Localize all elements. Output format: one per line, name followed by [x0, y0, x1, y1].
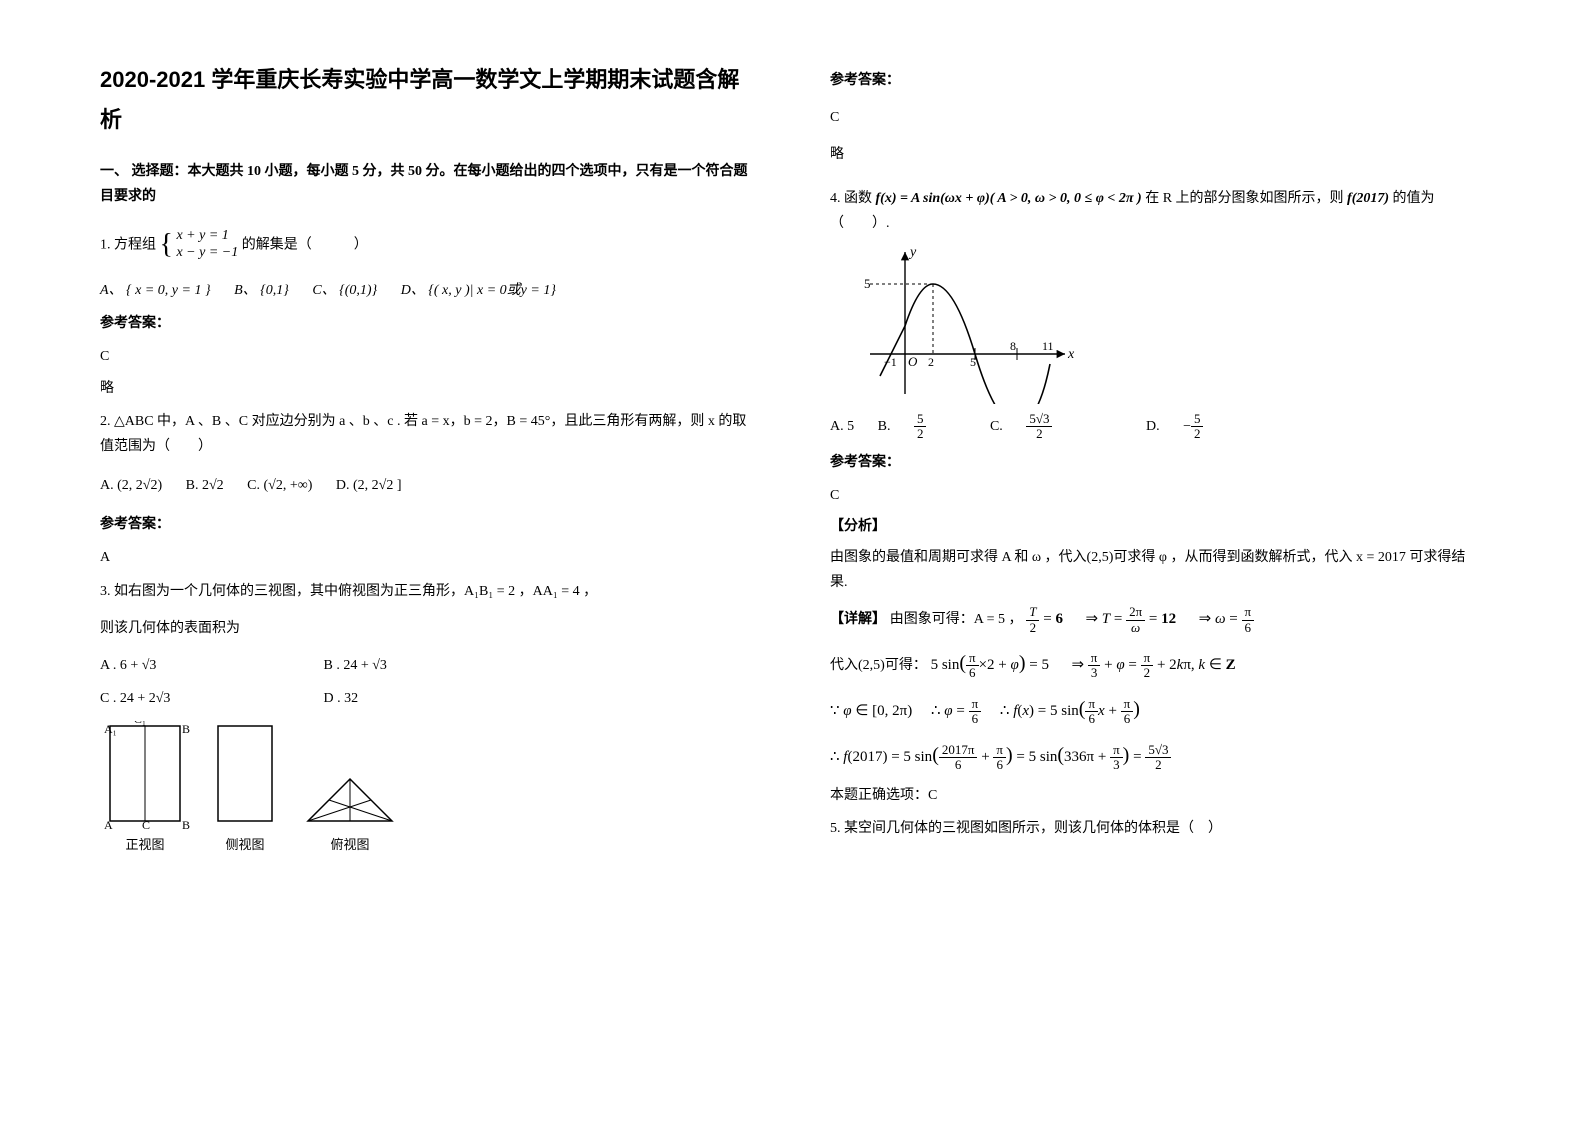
q2-optC: C. (√2, +∞) — [247, 478, 312, 493]
q4-optB-pre: B. — [878, 419, 894, 434]
q1-optC: C、 {(0,1)} — [312, 283, 377, 298]
xl-8: 8 — [1010, 339, 1016, 353]
q1-stem-post: 的解集是（ ） — [242, 237, 368, 252]
q1-stem-pre: 1. 方程组 — [100, 237, 156, 252]
q1-optA: A、 { x = 0, y = 1 } — [100, 283, 211, 298]
q3-optC: C . 24 + 2√3 — [100, 686, 300, 711]
q3-optB: B . 24 + √3 — [324, 658, 387, 673]
q4-optD-pre: D. — [1146, 419, 1163, 434]
section-heading: 一、 选择题：本大题共 10 小题，每小题 5 分，共 50 分。在每小题给出的… — [100, 159, 750, 209]
q4-optA: A. 5 — [830, 419, 854, 434]
ylabel-5: 5 — [864, 276, 871, 291]
sine-graph: 5 −1 O 2 5 8 11 y x — [850, 244, 1080, 404]
xaxis-lbl: x — [1067, 347, 1075, 362]
lbl-B1: B₁ — [182, 722, 190, 736]
q4-detail-1: 【详解】 由图象可得：A = 5 ， T2 = 6 ⇒ T = 2πω = 12… — [830, 605, 1480, 635]
q4-analysis-h: 【分析】 — [830, 514, 1480, 539]
q1-eq2: x − y = −1 — [176, 245, 238, 260]
q4-ans-label: 参考答案： — [830, 450, 1480, 475]
q1-ans-label: 参考答案： — [100, 311, 750, 336]
front-caption: 正视图 — [100, 833, 190, 856]
q5-stem: 5. 某空间几何体的三视图如图所示，则该几何体的体积是（ ） — [830, 816, 1480, 841]
q4-options: A. 5 B. 52 C. 5√32 D. −52 — [830, 412, 1480, 442]
top-view: 俯视图 — [300, 771, 400, 856]
q3-opts-row1: A . 6 + √3 B . 24 + √3 — [100, 653, 750, 678]
lbl-B: B — [182, 818, 190, 831]
lbl-C1: C₁ — [134, 721, 146, 726]
r-note: 略 — [830, 142, 1480, 167]
q1: 1. 方程组 { x + y = 1 x − y = −1 的解集是（ ） — [100, 220, 750, 270]
q4-ans: C — [830, 483, 1480, 508]
yaxis-lbl: y — [908, 245, 917, 260]
q4-final: 本题正确选项：C — [830, 783, 1480, 808]
q4-detail-4: ∴ f(2017) = 5 sin(2017π6 + π6) = 5 sin(3… — [830, 737, 1480, 773]
q4-func: f(x) = A sin(ωx + φ)( A > 0, ω > 0, 0 ≤ … — [876, 191, 1142, 206]
xl-11: 11 — [1042, 339, 1054, 353]
q3-sub: 则该几何体的表面积为 — [100, 616, 750, 641]
q4-detail-2: 代入(2,5)可得： 5 sin(π6×2 + φ) = 5 ⇒ π3 + φ … — [830, 645, 1480, 681]
q4-optB: B. 52 — [878, 419, 967, 434]
side-caption: 侧视图 — [210, 833, 280, 856]
lbl-A1: A₁ — [104, 722, 117, 736]
d1a: 由图象可得：A = 5 ， — [890, 613, 1023, 628]
r-ans-label: 参考答案： — [830, 68, 1480, 93]
xl-2: 2 — [928, 355, 934, 369]
page-title: 2020-2021 学年重庆长寿实验中学高一数学文上学期期末试题含解析 — [100, 60, 750, 139]
three-views: A₁ C₁ B₁ A C B 正视图 侧视图 — [100, 721, 750, 856]
q4-optC: C. 5√32 — [990, 419, 1092, 434]
q1-system: { x + y = 1 x − y = −1 — [160, 220, 239, 270]
q2-ans-label: 参考答案： — [100, 512, 750, 537]
q3-optA: A . 6 + √3 — [100, 653, 300, 678]
q4-detail-3: ∵ φ ∈ [0, 2π) ∴ φ = π6 ∴ f(x) = 5 sin(π6… — [830, 691, 1480, 727]
q2-optD: D. (2, 2√2 ] — [336, 478, 402, 493]
q2-ans: A — [100, 545, 750, 570]
q1-optB: B、 {0,1} — [234, 283, 289, 298]
top-caption: 俯视图 — [300, 833, 400, 856]
q4-optC-pre: C. — [990, 419, 1006, 434]
q2-optB: B. 2√2 — [186, 478, 224, 493]
lbl-A: A — [104, 818, 113, 831]
q3-stem: 3. 如右图为一个几何体的三视图，其中俯视图为正三角形，A₁B₁ = 2 ，AA… — [100, 579, 750, 604]
q2-options: A. (2, 2√2) B. 2√2 C. (√2, +∞) D. (2, 2√… — [100, 473, 750, 498]
q4-optD: D. −52 — [1146, 419, 1244, 434]
xl-O: O — [908, 354, 918, 369]
lbl-C: C — [142, 818, 150, 831]
q3-opts-row2: C . 24 + 2√3 D . 32 — [100, 686, 750, 711]
side-view: 侧视图 — [210, 721, 280, 856]
q4-a: 4. 函数 — [830, 191, 876, 206]
top-view-svg — [300, 771, 400, 831]
front-view: A₁ C₁ B₁ A C B 正视图 — [100, 721, 190, 856]
xl-5: 5 — [970, 355, 976, 369]
q4-b: 在 R 上的部分图象如图所示，则 — [1145, 191, 1347, 206]
q1-eq1: x + y = 1 — [176, 228, 228, 243]
q1-ans: C — [100, 344, 750, 369]
q4-analysis: 由图象的最值和周期可求得 A 和 ω ，代入(2,5)可求得 φ ，从而得到函数… — [830, 545, 1480, 595]
q1-options: A、 { x = 0, y = 1 } B、 {0,1} C、 {(0,1)} … — [100, 278, 750, 303]
q4-f2017: f(2017) — [1347, 191, 1389, 206]
q1-note: 略 — [100, 376, 750, 401]
r-ans: C — [830, 105, 1480, 130]
q2-optA: A. (2, 2√2) — [100, 478, 162, 493]
q2-stem: 2. △ABC 中，A 、B 、C 对应边分别为 a 、b 、c . 若 a =… — [100, 409, 750, 459]
q3-optD: D . 32 — [324, 691, 359, 706]
detail-h: 【详解】 — [830, 613, 886, 628]
side-view-svg — [210, 721, 280, 831]
xl-m1: −1 — [884, 355, 897, 369]
q4: 4. 函数 f(x) = A sin(ωx + φ)( A > 0, ω > 0… — [830, 186, 1480, 236]
q1-optD: D、 {( x, y )| x = 0或y = 1} — [401, 283, 556, 298]
front-view-svg: A₁ C₁ B₁ A C B — [100, 721, 190, 831]
